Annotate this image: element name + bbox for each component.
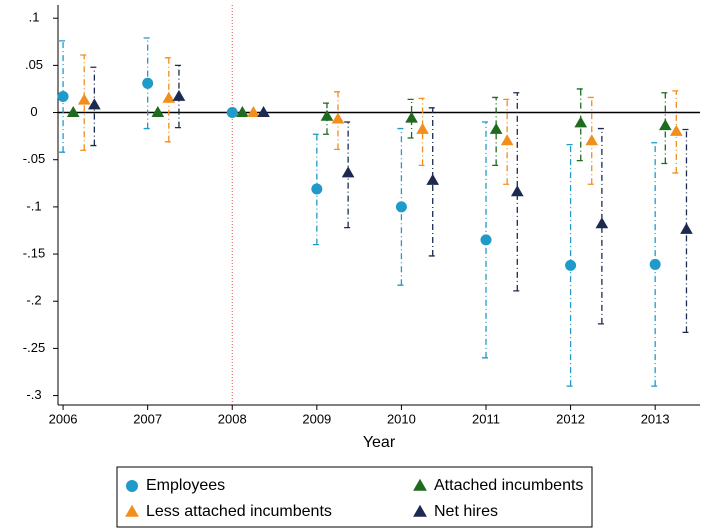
point (257, 105, 270, 117)
x-tick-label: 2010 (387, 411, 416, 426)
point (649, 258, 661, 270)
legend-marker (413, 504, 427, 517)
legend-label: Employees (146, 477, 225, 494)
error-bar (513, 92, 522, 292)
point (172, 89, 186, 101)
y-tick-label: 0 (30, 104, 37, 119)
point (247, 105, 260, 117)
point (669, 124, 683, 136)
y-tick-label: .1 (29, 10, 40, 25)
point (574, 116, 588, 128)
point (66, 105, 80, 117)
legend-box (116, 466, 593, 528)
x-tick-label: 2012 (556, 411, 585, 426)
point (331, 112, 345, 124)
legend-marker (125, 504, 139, 517)
point (88, 98, 101, 110)
x-tick-label: 2009 (302, 411, 331, 426)
point (500, 134, 514, 146)
x-tick-label: 2006 (49, 411, 78, 426)
legend-label: Less attached incumbents (146, 503, 332, 520)
x-tick-label: 2008 (218, 411, 247, 426)
point (395, 201, 407, 213)
error-bar (682, 128, 691, 334)
error-bar (143, 37, 152, 130)
error-bar (597, 127, 606, 325)
point (142, 77, 154, 89)
x-tick-label: 2011 (472, 411, 500, 426)
y-tick-label: -.15 (23, 245, 45, 260)
x-tick-label: 2007 (133, 411, 162, 426)
point (57, 91, 69, 103)
error-bar (80, 54, 89, 151)
point (405, 111, 418, 123)
y-tick-label: -.05 (23, 151, 45, 166)
point (565, 259, 577, 271)
legend-label: Attached incumbents (434, 477, 583, 494)
point (658, 119, 672, 131)
y-tick-label: -.3 (26, 387, 41, 402)
y-tick-label: -.2 (26, 293, 41, 308)
point (510, 185, 524, 197)
point (77, 93, 91, 105)
point (341, 166, 355, 178)
y-tick-label: -.1 (26, 198, 41, 213)
point (320, 109, 334, 121)
legend-label: Net hires (434, 503, 498, 520)
error-bar (418, 97, 427, 167)
point (480, 234, 492, 246)
point (226, 107, 238, 119)
point (595, 217, 609, 229)
point (151, 105, 165, 117)
point (311, 183, 323, 195)
x-tick-label: 2013 (641, 411, 670, 426)
point (680, 222, 693, 234)
point (416, 122, 429, 134)
y-tick-label: .05 (25, 57, 43, 72)
point (426, 173, 440, 185)
legend-marker (126, 480, 138, 492)
x-axis-label: Year (363, 434, 396, 451)
error-bar (407, 98, 416, 139)
point (585, 134, 599, 146)
y-tick-label: -.25 (23, 340, 45, 355)
point (162, 91, 176, 103)
point (489, 122, 503, 134)
legend-marker (413, 478, 427, 491)
point (236, 105, 249, 117)
error-bar (492, 96, 501, 167)
